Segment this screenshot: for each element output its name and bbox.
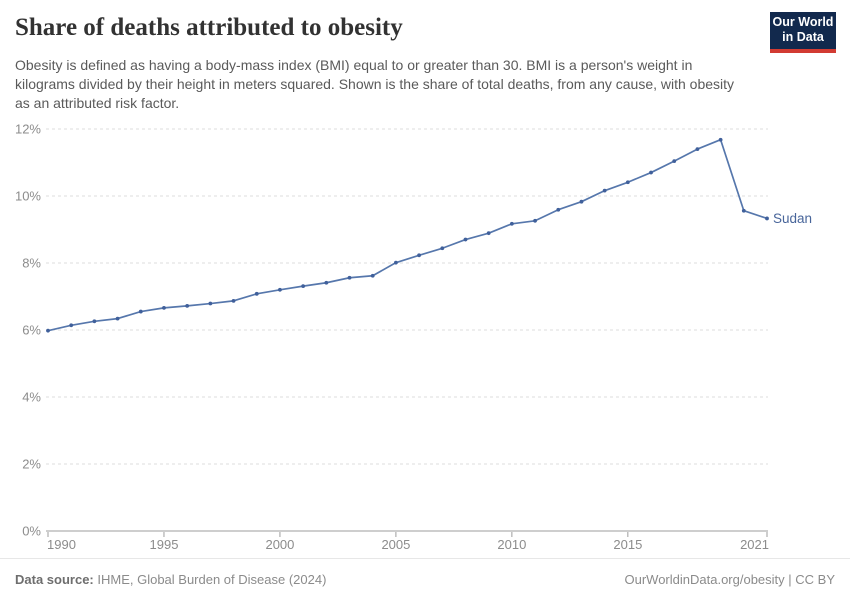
data-point-2017[interactable] xyxy=(672,159,677,164)
x-axis-tick-label: 1995 xyxy=(150,537,179,552)
data-point-2006[interactable] xyxy=(417,253,421,258)
y-axis-tick-label: 4% xyxy=(22,390,41,405)
data-point-2014[interactable] xyxy=(602,188,607,193)
data-source-note: Data source: IHME, Global Burden of Dise… xyxy=(15,572,326,587)
data-point-2013[interactable] xyxy=(579,199,584,204)
y-axis-tick-label: 12% xyxy=(15,122,41,137)
y-axis-tick-label: 0% xyxy=(22,524,41,539)
x-axis-tick-label: 2010 xyxy=(497,537,526,552)
y-axis-tick-label: 10% xyxy=(15,189,41,204)
y-axis-tick-label: 6% xyxy=(22,323,41,338)
data-point-1990[interactable] xyxy=(46,328,50,333)
series-end-label: Sudan xyxy=(773,211,812,226)
x-axis-tick-label: 2015 xyxy=(613,537,642,552)
data-point-2000[interactable] xyxy=(278,287,282,292)
data-series[interactable] xyxy=(46,137,769,333)
data-point-2004[interactable] xyxy=(370,273,375,278)
data-point-2005[interactable] xyxy=(394,260,398,265)
data-point-1999[interactable] xyxy=(254,291,259,296)
axes: 1990 1995 2000 2005 2010 2015 2021 xyxy=(46,530,769,552)
data-point-1994[interactable] xyxy=(138,309,143,314)
data-point-1991[interactable] xyxy=(69,323,74,328)
data-point-2019[interactable] xyxy=(718,137,723,142)
data-point-1998[interactable] xyxy=(231,298,236,303)
x-axis-tick-label: 1990 xyxy=(47,537,76,552)
series-line-sudan[interactable] xyxy=(47,138,768,332)
data-source-value: IHME, Global Burden of Disease (2024) xyxy=(93,571,327,587)
x-axis-tick-label: 2005 xyxy=(381,537,410,552)
x-axis-tick-label: 2000 xyxy=(265,537,294,552)
data-point-2008[interactable] xyxy=(463,237,468,242)
gridlines: 0% 2% 4% 6% 8% 10% 12% xyxy=(15,122,768,539)
owid-logo-line2: in Data xyxy=(782,30,824,44)
owid-logo[interactable]: Our World in Data xyxy=(770,12,836,53)
data-point-2007[interactable] xyxy=(440,246,445,251)
series-labels: Sudan xyxy=(773,211,812,226)
data-point-2018[interactable] xyxy=(695,147,700,152)
data-point-2001[interactable] xyxy=(301,284,306,289)
data-point-1995[interactable] xyxy=(162,305,166,310)
data-point-2009[interactable] xyxy=(486,231,491,236)
x-axis-tick-label: 2021 xyxy=(740,537,769,552)
chart-footer: Data source: IHME, Global Burden of Dise… xyxy=(0,558,850,599)
data-point-1992[interactable] xyxy=(92,319,97,324)
y-axis-tick-label: 2% xyxy=(22,457,41,472)
data-point-2020[interactable] xyxy=(741,208,746,213)
data-point-2021[interactable] xyxy=(765,216,769,221)
owid-logo-line1: Our World xyxy=(772,15,834,29)
data-point-1997[interactable] xyxy=(208,301,213,306)
page-title: Share of deaths attributed to obesity xyxy=(15,14,403,41)
data-point-2011[interactable] xyxy=(533,218,537,223)
chart-subtitle: Obesity is defined as having a body-mass… xyxy=(15,57,735,111)
data-point-2015[interactable] xyxy=(625,180,630,185)
data-point-1993[interactable] xyxy=(115,316,120,321)
y-axis-tick-label: 8% xyxy=(22,256,41,271)
data-point-2012[interactable] xyxy=(556,207,561,212)
data-point-2002[interactable] xyxy=(324,280,329,285)
data-point-2016[interactable] xyxy=(649,170,653,175)
data-point-2010[interactable] xyxy=(509,221,514,226)
data-point-1996[interactable] xyxy=(185,303,190,308)
owid-url-license-link[interactable]: OurWorldinData.org/obesity | CC BY xyxy=(624,571,836,587)
data-point-2003[interactable] xyxy=(347,275,352,280)
data-source-label: Data source: xyxy=(15,571,94,587)
